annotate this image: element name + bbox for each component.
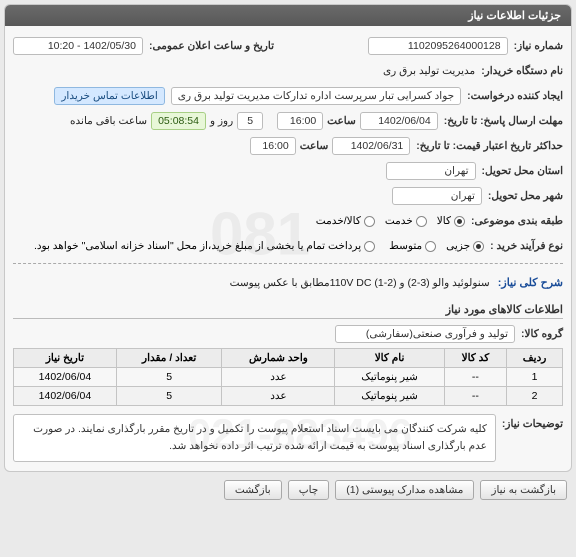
items-table: ردیف کد کالا نام کالا واحد شمارش تعداد /… — [13, 348, 563, 406]
back-to-need-button[interactable]: بازگشت به نیاز — [480, 480, 567, 500]
table-header-row: ردیف کد کالا نام کالا واحد شمارش تعداد /… — [14, 349, 563, 368]
val-deadline-time: 16:00 — [277, 112, 323, 130]
radio-goods[interactable]: کالا — [437, 215, 465, 227]
th-0: ردیف — [507, 349, 563, 368]
lbl-deadline: مهلت ارسال پاسخ: تا تاریخ: — [444, 115, 563, 127]
radio-medium[interactable]: متوسط — [389, 240, 436, 252]
need-desc-val: سنولوئید والو (3-2) و (2-1) 110V DCمطابق… — [230, 277, 490, 289]
radio-dot-icon — [416, 216, 427, 227]
th-2: نام کالا — [335, 349, 444, 368]
radio-dot-icon — [473, 241, 484, 252]
print-button[interactable]: چاپ — [288, 480, 330, 500]
radio-dot-icon — [425, 241, 436, 252]
val-announce-dt: 1402/05/30 - 10:20 — [13, 37, 143, 55]
val-requester: جواد کسرایی تبار سرپرست اداره تدارکات مد… — [171, 87, 461, 105]
radio-goods-service[interactable]: کالا/خدمت — [316, 215, 375, 227]
lbl-category: طبقه بندی موضوعی: — [471, 215, 563, 227]
panel-body: شماره نیاز: 1102095264000128 تاریخ و ساع… — [5, 26, 571, 471]
val-time-remain: 05:08:54 — [151, 112, 206, 130]
button-row: بازگشت به نیاز مشاهده مدارک پیوستی (1) چ… — [0, 476, 576, 504]
lbl-need-no: شماره نیاز: — [514, 40, 563, 52]
th-3: واحد شمارش — [222, 349, 335, 368]
lbl-city-deliver: شهر محل تحویل: — [488, 190, 563, 202]
lbl-group: گروه کالا: — [521, 328, 563, 340]
category-radio-group: کالا خدمت کالا/خدمت — [316, 215, 465, 227]
val-deadline-date: 1402/06/04 — [360, 112, 438, 130]
table-row: 2 -- شیر پنوماتیک عدد 5 1402/06/04 — [14, 387, 563, 406]
lbl-announce-dt: تاریخ و ساعت اعلان عمومی: — [149, 40, 274, 52]
lbl-day-and: روز و — [210, 115, 233, 127]
val-buyer-org: مدیریت تولید برق ری — [383, 65, 475, 77]
val-need-no: 1102095264000128 — [368, 37, 508, 55]
lbl-buy-type: نوع فرآیند خرید : — [490, 240, 563, 252]
radio-dot-icon — [364, 241, 375, 252]
lbl-hour-2: ساعت — [300, 140, 329, 152]
val-valid-time: 16:00 — [250, 137, 296, 155]
lbl-buyer-org: نام دستگاه خریدار: — [481, 65, 563, 77]
items-hdr: اطلاعات کالاهای مورد نیاز — [13, 303, 563, 319]
lbl-requester: ایجاد کننده درخواست: — [467, 90, 563, 102]
th-1: کد کالا — [444, 349, 506, 368]
radio-dot-icon — [454, 216, 465, 227]
lbl-desc: توضیحات نیاز: — [502, 414, 563, 430]
val-group: تولید و فرآوری صنعتی(سفارشی) — [335, 325, 515, 343]
lbl-city-need: استان محل تحویل: — [482, 165, 563, 177]
val-city-deliver: تهران — [392, 187, 482, 205]
need-desc-hdr: شرح کلی نیاز: — [498, 276, 563, 291]
th-5: تاریخ نیاز — [14, 349, 117, 368]
radio-pay-note[interactable]: پرداخت تمام یا بخشی از مبلغ خرید،از محل … — [34, 240, 375, 252]
return-button[interactable]: بازگشت — [224, 480, 282, 500]
table-row: 1 -- شیر پنوماتیک عدد 5 1402/06/04 — [14, 368, 563, 387]
lbl-time-remain: ساعت باقی مانده — [70, 115, 147, 127]
val-valid-date: 1402/06/31 — [332, 137, 410, 155]
desc-box: کلیه شرکت کنندگان می بایست اسناد استعلام… — [13, 414, 496, 462]
view-docs-button[interactable]: مشاهده مدارک پیوستی (1) — [335, 480, 474, 500]
radio-dot-icon — [364, 216, 375, 227]
val-city-need: تهران — [386, 162, 476, 180]
buy-type-radio-group: جزیی متوسط — [389, 240, 484, 252]
th-4: تعداد / مقدار — [116, 349, 222, 368]
contact-notice[interactable]: اطلاعات تماس خریدار — [54, 87, 164, 105]
radio-service[interactable]: خدمت — [385, 215, 427, 227]
panel-title: جزئیات اطلاعات نیاز — [5, 5, 571, 26]
lbl-valid-until: حداکثر تاریخ اعتبار قیمت: تا تاریخ: — [416, 140, 563, 152]
need-details-panel: جزئیات اطلاعات نیاز شماره نیاز: 11020952… — [4, 4, 572, 472]
lbl-hour-1: ساعت — [327, 115, 356, 127]
radio-small[interactable]: جزیی — [446, 240, 484, 252]
val-days-remain: 5 — [237, 112, 263, 130]
separator — [13, 263, 563, 264]
